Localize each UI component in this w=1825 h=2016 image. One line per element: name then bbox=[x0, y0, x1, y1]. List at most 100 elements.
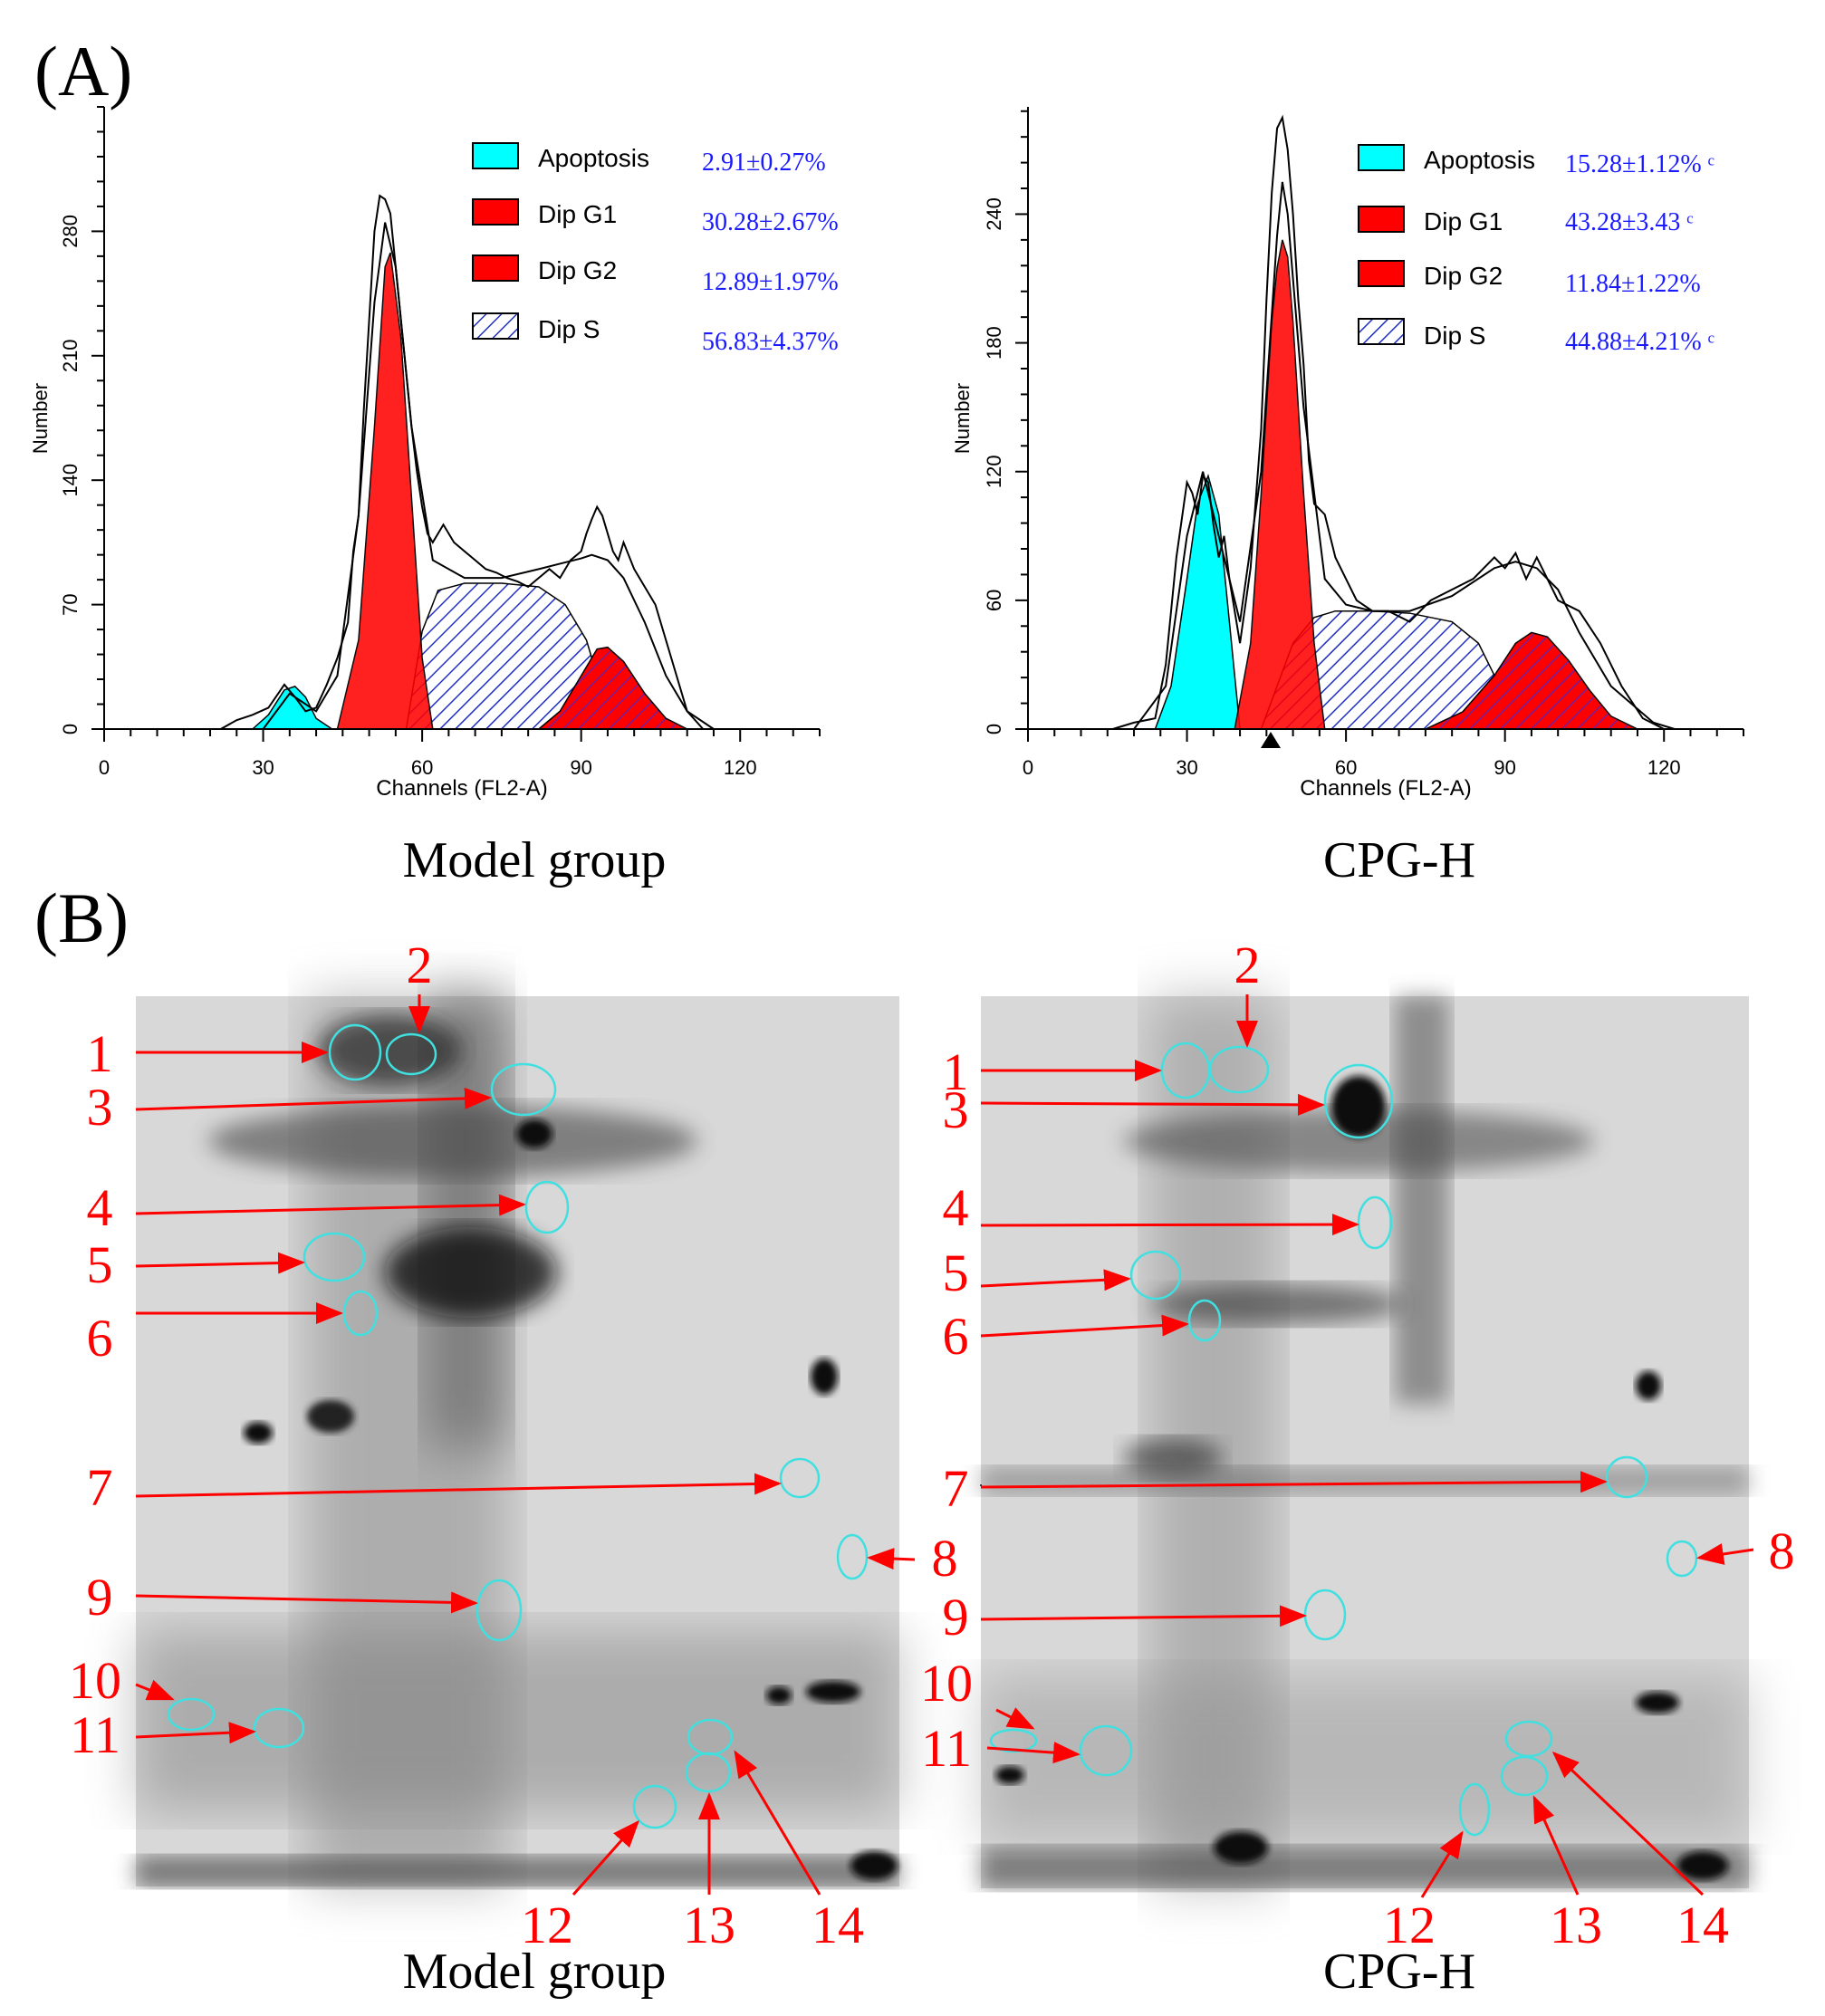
spot-circle bbox=[1500, 1755, 1549, 1797]
series-dip-g2 bbox=[536, 646, 688, 730]
legend-swatch-apoptosis bbox=[472, 142, 519, 169]
histogram-axes: 0 30 60 90 120 0 60 120 180 240 bbox=[983, 107, 1744, 779]
x-tick-label: 90 bbox=[570, 756, 591, 779]
y-tick-label: 280 bbox=[59, 215, 82, 248]
legend-value-dip-g2: 11.84±1.22% bbox=[1565, 270, 1701, 298]
spot-circle bbox=[1187, 1299, 1222, 1342]
spot-label: 1 bbox=[87, 1024, 113, 1083]
legend-value-apoptosis: 2.91±0.27% bbox=[702, 149, 826, 177]
spot-arrow bbox=[986, 1742, 1081, 1764]
spot-label: 6 bbox=[87, 1309, 113, 1368]
legend-label-dip-g2: Dip G2 bbox=[1424, 262, 1503, 290]
series-dip-g1 bbox=[336, 252, 434, 730]
series-fit bbox=[1133, 181, 1676, 730]
spot-label: 14 bbox=[812, 1896, 864, 1954]
spot-label: 8 bbox=[1769, 1522, 1795, 1580]
legend-value-dip-g1: 43.28±3.43 ᶜ bbox=[1565, 208, 1694, 236]
spot-label: 11 bbox=[70, 1705, 120, 1764]
gate-marker bbox=[1261, 732, 1281, 748]
gel-annotations-model-group: 1 2 3 4 5 6 7 8 9 10 11 12 13 14 Model g… bbox=[69, 936, 958, 2000]
legend-label-apoptosis: Apoptosis bbox=[1424, 146, 1535, 174]
legend-swatch-dip-s bbox=[1358, 318, 1405, 345]
spot-label: 9 bbox=[87, 1568, 113, 1627]
x-tick-label: 60 bbox=[411, 756, 433, 779]
series-raw bbox=[1112, 114, 1665, 730]
x-tick-label: 120 bbox=[724, 756, 757, 779]
spot-arrow bbox=[135, 1679, 175, 1701]
spot-label: 6 bbox=[943, 1307, 969, 1366]
spot-label: 1 bbox=[943, 1042, 969, 1101]
chart-caption: CPG-H bbox=[1323, 832, 1475, 888]
spot-arrow bbox=[135, 1722, 256, 1744]
spot-arrow bbox=[135, 1087, 492, 1111]
legend-label-apoptosis: Apoptosis bbox=[538, 144, 649, 172]
histogram-series bbox=[1112, 114, 1676, 730]
spot-label: 3 bbox=[87, 1078, 113, 1137]
spot-label: 5 bbox=[943, 1243, 969, 1302]
legend: Apoptosis 2.91±0.27% Dip G1 30.28±2.67% … bbox=[472, 142, 839, 356]
x-tick-label: 0 bbox=[1023, 756, 1033, 779]
spot-circle bbox=[1129, 1250, 1182, 1301]
spot-label: 7 bbox=[943, 1459, 969, 1518]
gel-caption: CPG-H bbox=[1323, 1944, 1475, 2000]
series-fit bbox=[262, 222, 715, 730]
spot-label: 12 bbox=[521, 1896, 573, 1954]
x-tick-label: 0 bbox=[99, 756, 110, 779]
y-tick-label: 240 bbox=[983, 197, 1005, 231]
spot-label: 13 bbox=[1550, 1896, 1602, 1954]
series-dip-g2 bbox=[1425, 631, 1638, 730]
chart-caption: Model group bbox=[403, 832, 667, 888]
x-tick-label: 90 bbox=[1494, 756, 1515, 779]
x-axis-label: Channels (FL2-A) bbox=[376, 776, 547, 801]
x-axis-label: Channels (FL2-A) bbox=[1300, 776, 1471, 801]
y-tick-label: 70 bbox=[59, 593, 82, 615]
histogram-axes: 0 30 60 90 120 0 70 140 210 280 bbox=[59, 106, 821, 779]
legend-label-dip-s: Dip S bbox=[1424, 322, 1485, 350]
x-tick-label: 60 bbox=[1335, 756, 1357, 779]
y-tick-label: 0 bbox=[59, 724, 82, 734]
spot-arrows bbox=[980, 994, 1754, 1898]
spot-circle bbox=[1079, 1724, 1133, 1777]
spot-circle bbox=[385, 1032, 437, 1076]
gel-smear bbox=[136, 996, 899, 1886]
legend-value-apoptosis: 15.28±1.12% ᶜ bbox=[1565, 150, 1715, 178]
spot-arrow bbox=[1696, 1543, 1754, 1565]
legend-swatch-dip-g2 bbox=[472, 254, 519, 282]
spot-circle bbox=[989, 1728, 1038, 1753]
legend-swatch-dip-s bbox=[472, 312, 519, 340]
spot-arrow bbox=[980, 1605, 1307, 1627]
series-apoptosis bbox=[250, 686, 335, 730]
spot-circle bbox=[490, 1062, 557, 1117]
legend-value-dip-g1: 30.28±2.67% bbox=[702, 208, 839, 236]
gel-caption: Model group bbox=[403, 1944, 667, 2000]
legend-value-dip-s: 44.88±4.21% ᶜ bbox=[1565, 328, 1715, 356]
y-axis-label: Number bbox=[29, 383, 52, 454]
y-tick-label: 140 bbox=[59, 464, 82, 497]
gel-annotations-cpg-h: 1 2 3 4 5 6 7 8 9 10 11 12 13 14 CPG-H bbox=[920, 936, 1795, 2000]
legend-swatch-apoptosis bbox=[1358, 144, 1405, 171]
legend-value-dip-g2: 12.89±1.97% bbox=[702, 268, 839, 296]
spot-label: 4 bbox=[87, 1178, 113, 1237]
spot-arrow bbox=[980, 1214, 1359, 1236]
spot-arrow bbox=[980, 1269, 1131, 1291]
legend-swatch-dip-g1 bbox=[472, 198, 519, 226]
spot-arrow bbox=[1420, 1830, 1464, 1898]
y-tick-label: 210 bbox=[59, 339, 82, 372]
spot-labels: 1 2 3 4 5 6 7 8 9 10 11 12 13 14 bbox=[920, 936, 1795, 1954]
spot-arrow bbox=[135, 1194, 526, 1216]
legend-swatch-dip-g1 bbox=[1358, 206, 1405, 233]
spot-arrow bbox=[572, 1819, 639, 1896]
spot-circle bbox=[1458, 1782, 1491, 1837]
spot-circle bbox=[1666, 1540, 1698, 1578]
spot-label: 10 bbox=[69, 1651, 121, 1710]
spot-label: 9 bbox=[943, 1588, 969, 1646]
legend-label-dip-g1: Dip G1 bbox=[1424, 207, 1503, 235]
spot-circle bbox=[836, 1533, 869, 1580]
panel-label-a: (A) bbox=[34, 32, 132, 110]
legend-swatch-dip-g2 bbox=[1358, 260, 1405, 287]
gel-smear bbox=[980, 996, 1749, 1888]
spot-arrow bbox=[1532, 1795, 1580, 1896]
spot-label: 5 bbox=[87, 1235, 113, 1294]
spot-label: 7 bbox=[87, 1458, 113, 1517]
